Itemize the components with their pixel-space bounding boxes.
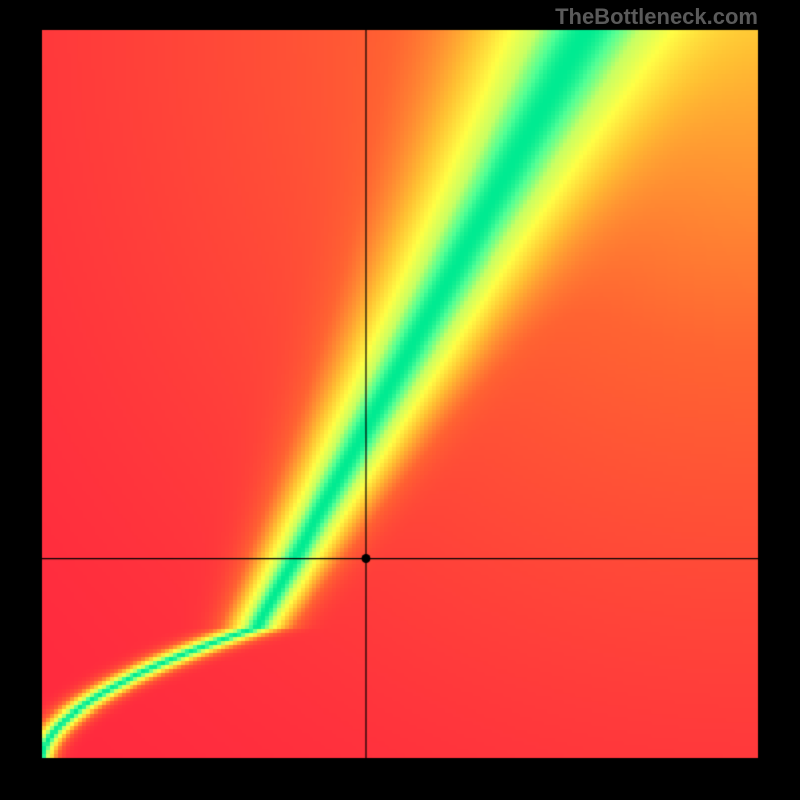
chart-container: TheBottleneck.com <box>0 0 800 800</box>
bottleneck-heatmap <box>0 0 800 800</box>
watermark-text: TheBottleneck.com <box>555 4 758 30</box>
